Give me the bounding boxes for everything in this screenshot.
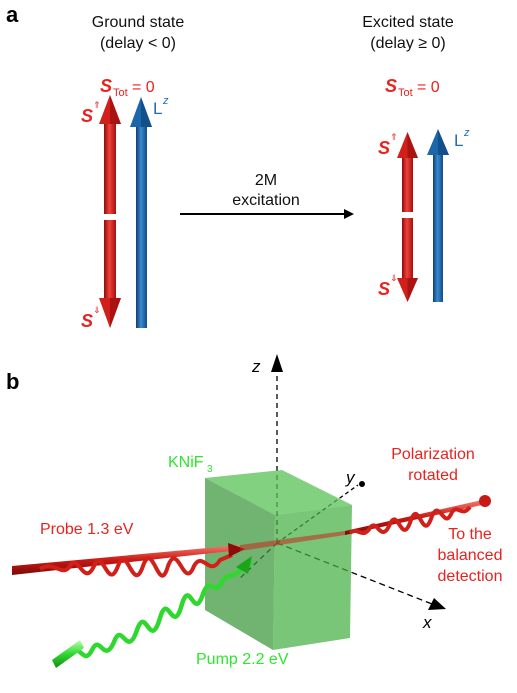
- panel-a-label: a: [6, 2, 19, 27]
- pump-beam: [52, 556, 254, 668]
- probe-label: Probe 1.3 eV: [40, 521, 134, 538]
- s-down-label-ground: S: [81, 311, 93, 331]
- s-up-label-excited: S: [378, 138, 390, 158]
- axis-z-label: z: [251, 357, 261, 376]
- transition-label-line2: excitation: [232, 192, 300, 209]
- axis-y-label: y: [345, 468, 356, 487]
- beam-end-marker: [479, 495, 491, 507]
- z-axis-arrowhead: [271, 354, 283, 372]
- lz-sup-ground: z: [162, 95, 169, 107]
- stot-value-excited: = 0: [417, 79, 440, 96]
- probe-beam-outgoing: [345, 495, 491, 536]
- crystal-label-subscript: 3: [207, 464, 213, 475]
- detection-label-line3: detection: [438, 568, 503, 585]
- stot-subscript-excited: Tot: [398, 87, 413, 99]
- stot-subscript-ground: Tot: [113, 87, 128, 99]
- lz-arrow-excited: [427, 129, 449, 302]
- s-up-sup-excited: ⇑: [390, 132, 398, 142]
- stot-symbol-ground: S: [100, 76, 112, 96]
- spin-up-arrow-excited: [397, 132, 418, 212]
- knif3-crystal: [205, 470, 352, 650]
- panel-b-label: b: [6, 369, 19, 394]
- lz-label-excited: L: [454, 131, 463, 150]
- s-down-sup-ground: ⇓: [93, 305, 101, 315]
- polarization-label-line1: Polarization: [391, 446, 475, 463]
- probe-beam-incoming: [12, 543, 245, 578]
- polarization-label-line2: rotated: [408, 467, 458, 484]
- crystal-label: KNiF: [168, 454, 204, 471]
- detection-label-line2: balanced: [438, 547, 503, 564]
- s-down-label-excited: S: [378, 279, 390, 299]
- s-up-label-ground: S: [81, 106, 93, 126]
- s-down-sup-excited: ⇓: [390, 273, 398, 283]
- pump-label: Pump 2.2 eV: [196, 651, 289, 668]
- lz-label-ground: L: [153, 99, 162, 118]
- transition-label-line1: 2M: [255, 172, 277, 189]
- ground-state-subtitle: (delay < 0): [100, 35, 176, 52]
- spin-up-arrow-ground: [99, 95, 121, 214]
- lz-arrow-ground: [130, 97, 152, 328]
- y-axis-end: [359, 481, 365, 487]
- ground-state-title: Ground state: [92, 14, 185, 31]
- stot-value-ground: = 0: [132, 79, 155, 96]
- x-axis-arrowhead: [428, 598, 446, 610]
- excited-state-subtitle: (delay ≥ 0): [370, 35, 445, 52]
- lz-sup-excited: z: [463, 127, 470, 139]
- excited-state-title: Excited state: [362, 14, 454, 31]
- axis-x-label: x: [422, 613, 432, 632]
- s-up-sup-ground: ⇑: [93, 100, 101, 110]
- spin-down-arrow-excited: [397, 218, 418, 302]
- detection-label-line1: To the: [448, 526, 492, 543]
- beam-through-crystal: [240, 531, 345, 551]
- spin-down-arrow-ground: [99, 220, 121, 328]
- stot-symbol-excited: S: [385, 76, 397, 96]
